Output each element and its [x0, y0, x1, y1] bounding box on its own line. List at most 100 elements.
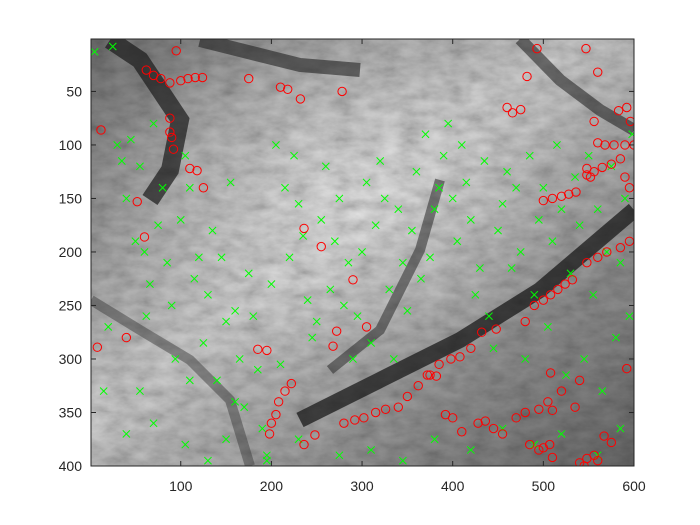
red-circle-marker	[168, 144, 179, 154]
green-x-marker	[394, 205, 403, 214]
red-circle-marker	[299, 223, 309, 234]
green-x-marker	[104, 322, 113, 331]
red-circle-marker	[581, 43, 591, 54]
green-x-marker	[176, 215, 185, 224]
green-x-marker	[91, 47, 99, 56]
red-circle-marker	[348, 275, 358, 285]
green-x-marker	[330, 237, 339, 246]
green-x-marker	[616, 424, 625, 433]
red-circle-marker	[480, 416, 491, 426]
green-x-marker	[507, 264, 516, 272]
green-x-marker	[258, 424, 267, 433]
green-x-marker	[444, 119, 453, 128]
green-x-marker	[140, 248, 149, 256]
green-x-marker	[113, 140, 122, 149]
green-x-marker	[149, 419, 158, 428]
green-x-marker	[222, 317, 231, 326]
red-circle-marker	[488, 423, 499, 434]
green-x-marker	[480, 157, 489, 165]
red-circle-marker	[560, 279, 570, 289]
red-circle-marker	[413, 381, 423, 391]
x-tick-label: 600	[622, 478, 646, 494]
green-x-marker	[271, 140, 280, 149]
green-x-marker	[149, 119, 158, 128]
red-circle-marker	[339, 418, 349, 428]
red-circle-marker	[606, 159, 617, 169]
green-x-marker	[628, 130, 634, 139]
red-circle-marker	[393, 402, 404, 412]
red-circle-marker	[192, 165, 202, 176]
green-x-marker	[217, 253, 226, 262]
red-circle-marker	[556, 386, 567, 396]
green-x-marker	[308, 333, 317, 342]
green-x-marker	[213, 376, 221, 385]
green-x-marker	[580, 355, 589, 363]
red-circle-marker	[402, 391, 413, 402]
green-x-marker	[598, 387, 607, 396]
green-x-marker	[226, 178, 235, 187]
green-x-marker	[512, 183, 521, 192]
green-x-marker	[398, 258, 407, 267]
red-circle-marker	[574, 375, 585, 386]
green-x-marker	[231, 306, 240, 315]
red-circle-marker	[422, 370, 433, 380]
green-x-marker	[199, 338, 208, 347]
green-x-marker	[620, 194, 629, 203]
green-x-marker	[367, 445, 376, 454]
green-x-marker	[407, 226, 416, 235]
green-x-marker	[498, 424, 507, 433]
green-x-marker	[122, 429, 131, 438]
green-x-marker	[231, 397, 240, 406]
red-circle-marker	[534, 404, 544, 414]
green-x-marker	[471, 290, 480, 299]
y-tick-label: 50	[66, 83, 82, 99]
red-circle-marker	[299, 439, 309, 450]
red-circle-marker	[606, 437, 617, 448]
green-x-marker	[185, 376, 194, 385]
red-circle-marker	[597, 162, 607, 173]
y-tick-label: 150	[59, 190, 83, 206]
green-x-marker	[557, 429, 566, 438]
red-circle-marker	[190, 72, 200, 83]
green-x-marker	[299, 231, 308, 240]
green-x-marker	[317, 215, 326, 224]
red-circle-marker	[553, 284, 563, 295]
green-x-marker	[367, 338, 376, 347]
green-x-marker	[285, 253, 294, 262]
green-x-marker	[190, 274, 199, 283]
green-x-marker	[249, 312, 258, 321]
red-circle-marker	[171, 46, 181, 56]
red-circle-marker	[615, 242, 626, 253]
red-circle-marker	[264, 429, 275, 439]
red-circle-marker	[361, 322, 372, 332]
green-x-marker	[534, 215, 543, 224]
red-circle-marker	[532, 43, 542, 54]
green-x-marker	[426, 253, 434, 262]
green-x-marker	[376, 157, 385, 165]
red-circle-marker	[599, 431, 609, 441]
green-x-marker	[530, 290, 539, 299]
green-x-marker	[539, 183, 548, 192]
green-x-marker	[466, 445, 475, 454]
red-circle-marker	[585, 172, 596, 182]
green-x-marker	[276, 360, 285, 369]
red-circle-marker	[502, 102, 512, 113]
red-circle-marker	[271, 409, 281, 420]
green-x-marker	[326, 285, 335, 294]
red-circle-marker	[295, 94, 306, 104]
red-circle-marker	[447, 413, 458, 423]
green-x-marker	[344, 258, 353, 267]
x-tick-label: 100	[169, 478, 193, 494]
red-circle-marker	[511, 413, 521, 423]
green-x-marker	[584, 151, 593, 160]
red-circle-marker	[331, 326, 342, 336]
green-x-marker	[167, 301, 176, 310]
green-x-marker	[611, 333, 620, 342]
red-circle-marker	[280, 386, 290, 396]
red-circle-marker	[446, 354, 456, 364]
red-circle-marker	[183, 73, 193, 84]
red-circle-marker	[520, 316, 530, 327]
green-x-marker	[321, 162, 330, 171]
red-circle-marker	[244, 73, 254, 84]
red-circle-marker	[529, 300, 539, 311]
